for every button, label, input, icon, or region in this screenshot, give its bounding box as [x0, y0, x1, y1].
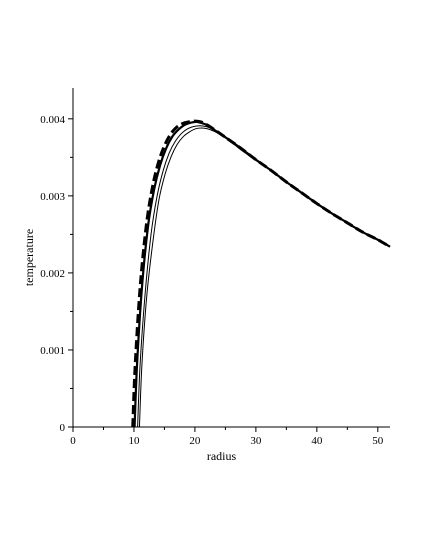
series-group [131, 119, 391, 428]
x-axis-title: radius [207, 449, 237, 463]
y-tick-label-3: 0.003 [40, 191, 65, 203]
x-tick-label-20: 20 [189, 435, 201, 447]
series-line-1 [131, 119, 391, 428]
y-axis-title: temperature [22, 229, 36, 286]
series-line-2 [133, 120, 391, 428]
x-tick-label-10: 10 [128, 435, 140, 447]
x-tick-label-0: 0 [70, 435, 76, 447]
y-tick-label-4: 0.004 [40, 114, 65, 126]
x-tick-label-30: 30 [250, 435, 262, 447]
y-tick-label-0: 0 [60, 422, 66, 434]
series-line-3 [137, 125, 391, 428]
x-tick-label-50: 50 [372, 435, 384, 447]
y-tick-label-1: 0.001 [40, 345, 65, 357]
series-line-4 [138, 127, 391, 428]
axes [68, 88, 390, 432]
y-tick-label-2: 0.002 [40, 268, 65, 280]
x-tick-label-40: 40 [311, 435, 323, 447]
labels-group: 0 10 20 30 40 50 0 0.001 0.002 0.003 0.004 radius te… [22, 114, 384, 463]
